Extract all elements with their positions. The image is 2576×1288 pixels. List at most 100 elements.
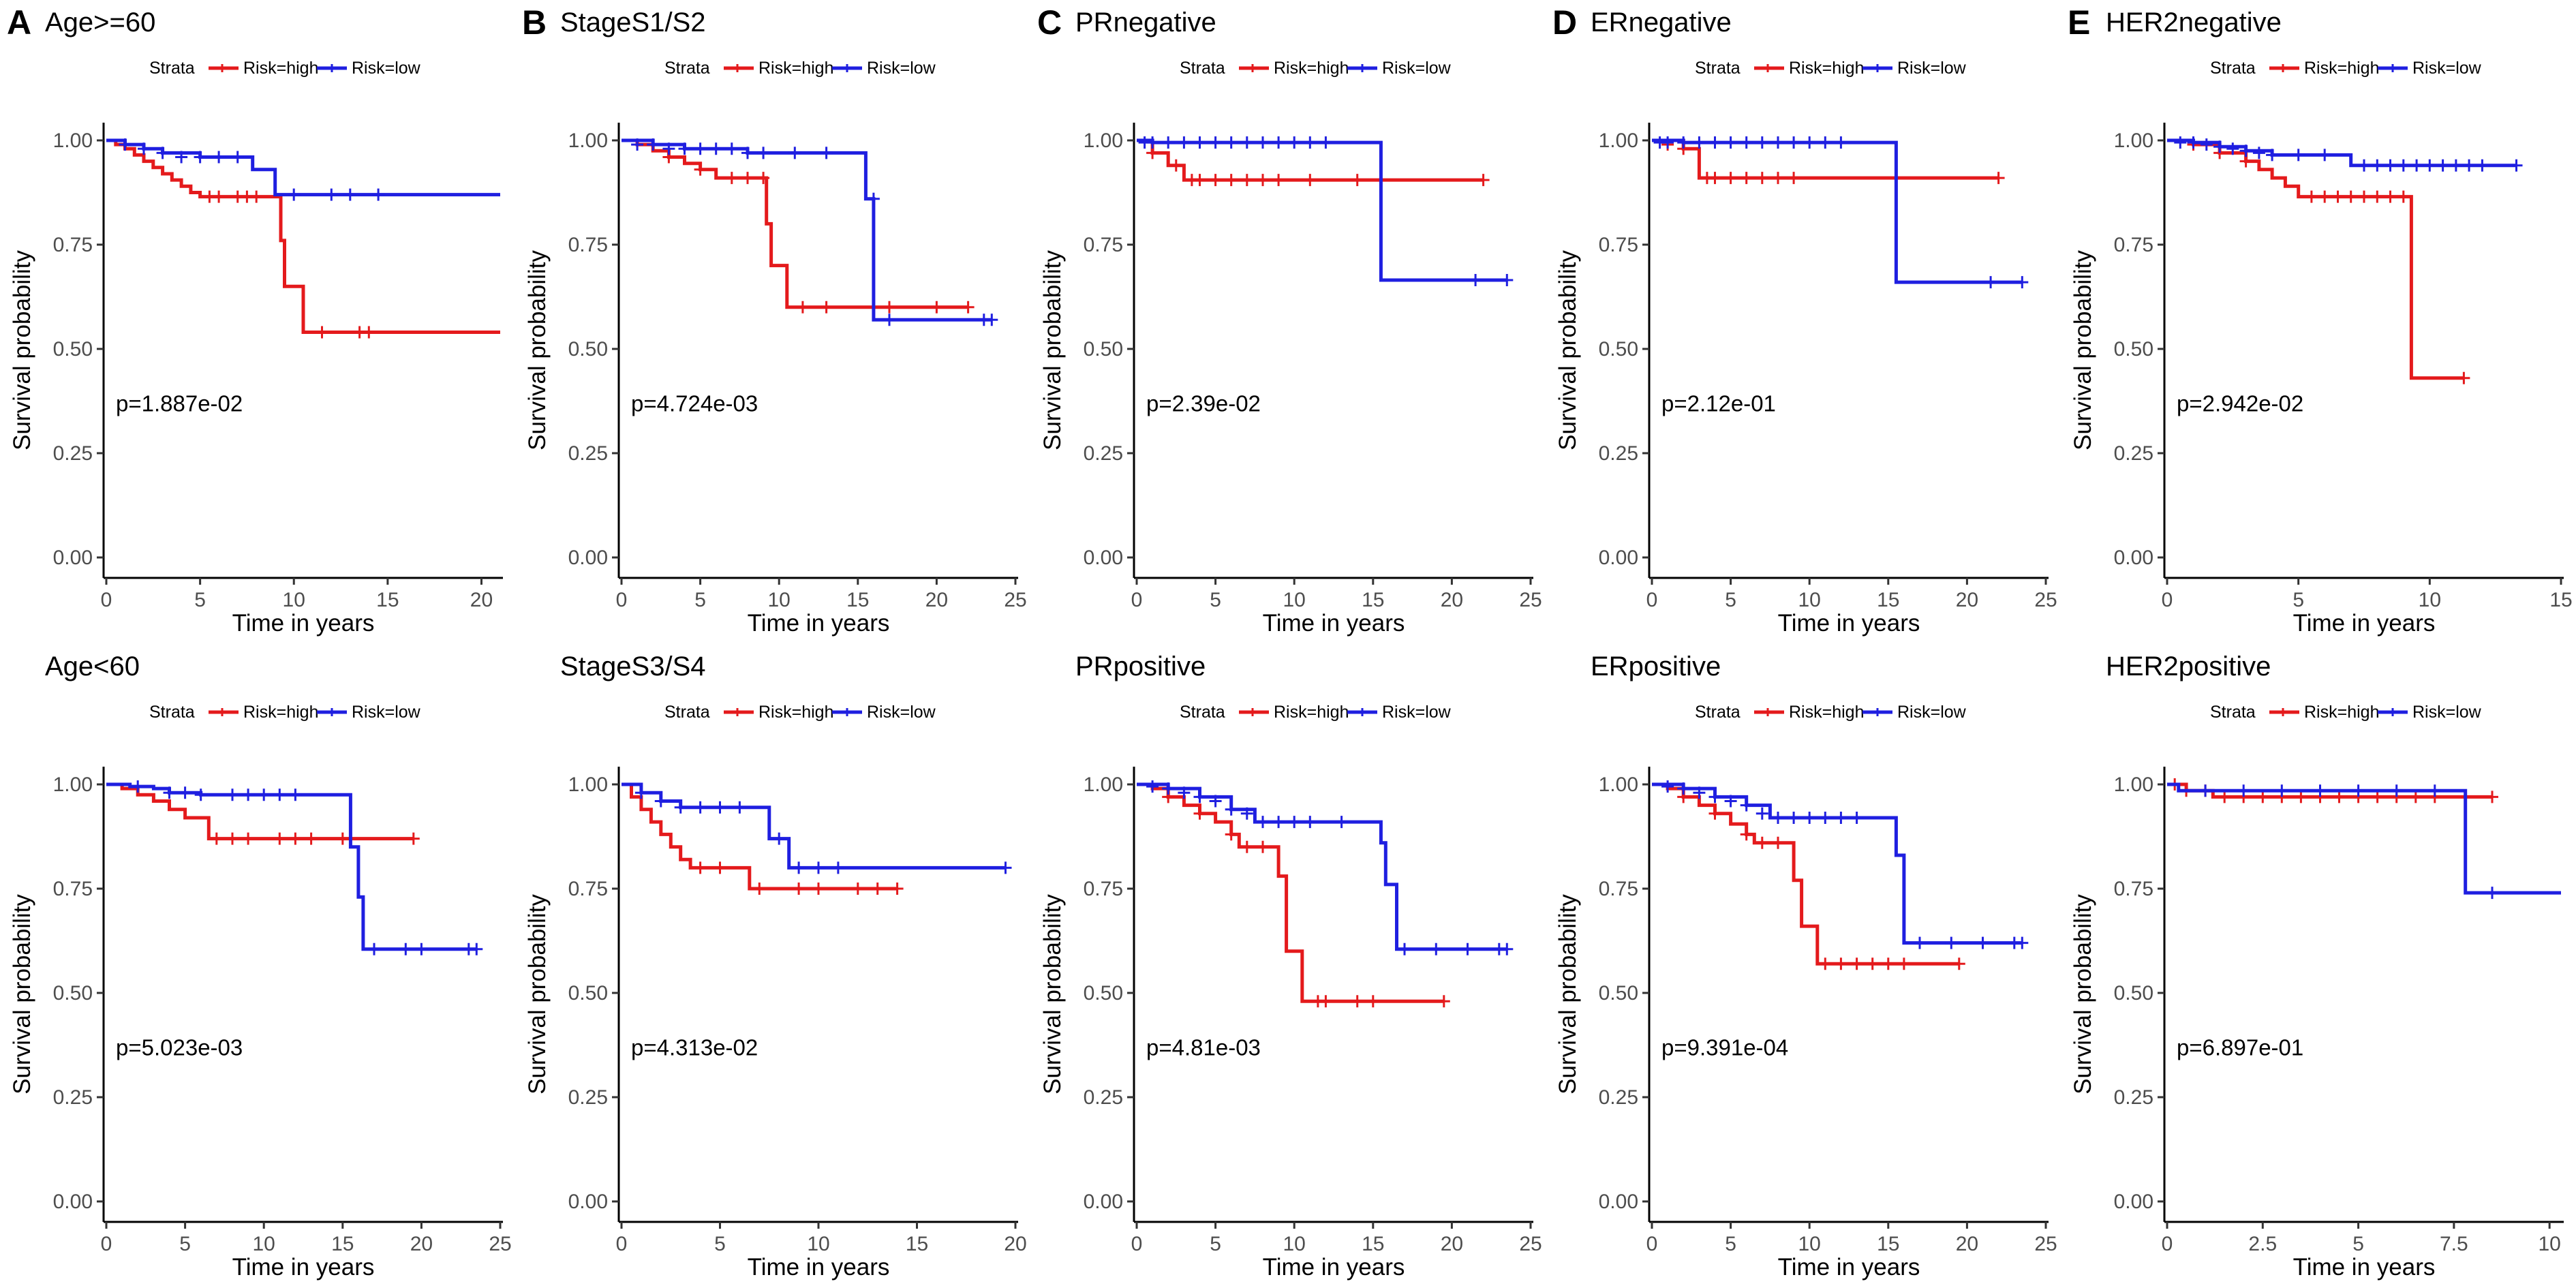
censor-mark-low [2016, 936, 2029, 949]
censor-mark-high [1708, 172, 1721, 185]
x-tick-label: 0 [101, 1233, 112, 1255]
censor-mark-low [1501, 942, 1514, 955]
censor-mark-low [1708, 791, 1721, 803]
censor-mark-high [820, 301, 833, 313]
censor-mark-low [1772, 136, 1784, 149]
legend-high-label: Risk=high [758, 59, 833, 78]
x-tick-label: 20 [1956, 1233, 1978, 1255]
censor-mark-low [1225, 803, 1238, 816]
km-panel-9: E HER2negative Strata Risk=high Risk=low 0.00… [2068, 3, 2573, 637]
censor-mark-high [336, 832, 349, 845]
legend-low-label: Risk=low [867, 59, 936, 78]
panel-title: HER2positive [2106, 651, 2271, 681]
y-tick-label: 0.25 [1599, 1086, 1638, 1109]
panel-letter: E [2068, 3, 2090, 42]
censor-mark-low [289, 788, 302, 801]
x-tick-label: 0 [616, 589, 628, 611]
x-axis-label: Time in years [1778, 1254, 1920, 1281]
censor-mark-low [2174, 136, 2187, 149]
censor-mark-high [891, 883, 904, 895]
censor-mark-low [2200, 138, 2213, 151]
censor-mark-low [1740, 136, 1753, 149]
y-axis-label: Survival probability [524, 250, 551, 450]
censor-mark-low [714, 801, 726, 814]
censor-mark-low [2358, 159, 2370, 172]
y-tick-label: 1.00 [1084, 773, 1123, 796]
censor-mark-high [2358, 190, 2370, 203]
legend-high-label: Risk=high [2304, 703, 2379, 722]
censor-mark-low [2239, 144, 2252, 157]
legend-low-label: Risk=low [2412, 703, 2482, 722]
x-tick-label: 0 [1131, 589, 1143, 611]
censor-mark-high [1788, 172, 1800, 185]
censor-mark-low [2318, 149, 2331, 162]
censor-mark-low [1146, 780, 1159, 793]
censor-mark-high [226, 832, 239, 845]
censor-mark-high [2371, 190, 2384, 203]
censor-mark-low [2449, 159, 2462, 172]
censor-mark-low [1430, 942, 1443, 955]
censor-mark-low [634, 786, 647, 799]
legend-low-label: Risk=low [1382, 703, 1452, 722]
censor-mark-low [1146, 136, 1159, 149]
km-panel-3: B StageS1/S2 Strata Risk=high Risk=low 0.00 0.… [522, 3, 1027, 637]
x-tick-label: 5 [1725, 589, 1736, 611]
legend-title: Strata [149, 703, 195, 722]
panel-letter: A [7, 3, 31, 42]
y-tick-label: 1.00 [53, 773, 93, 796]
legend-high-cross [218, 64, 226, 72]
y-tick-label: 0.25 [2114, 1086, 2153, 1109]
censor-mark-high [1437, 995, 1450, 1008]
y-tick-label: 0.00 [1599, 547, 1638, 569]
y-tick-label: 0.50 [53, 982, 93, 1005]
censor-mark-low [2463, 159, 2476, 172]
censor-mark-low [1398, 942, 1411, 955]
p-value: p=2.12e-01 [1661, 391, 1776, 416]
y-tick-label: 1.00 [568, 129, 608, 152]
censor-mark-low [399, 942, 412, 955]
legend-high-label: Risk=high [758, 703, 833, 722]
legend-title: Strata [1180, 703, 1225, 722]
legend-low-label: Risk=low [1382, 59, 1452, 78]
censor-mark-low [2314, 784, 2327, 797]
censor-mark-low [2199, 784, 2212, 797]
legend-high-label: Risk=high [1789, 703, 1864, 722]
censor-mark-low [662, 142, 675, 155]
panel-title: Age>=60 [45, 7, 155, 37]
censor-mark-low [1740, 799, 1753, 812]
censor-mark-low [2187, 136, 2200, 149]
censor-mark-high [1708, 807, 1721, 820]
censor-mark-high [741, 172, 754, 185]
censor-mark-low [1461, 942, 1474, 955]
censor-mark-low [2410, 159, 2423, 172]
y-tick-label: 0.50 [1084, 982, 1123, 1005]
legend-title: Strata [1180, 59, 1225, 78]
censor-mark-high [871, 883, 884, 895]
y-tick-label: 0.75 [53, 878, 93, 900]
x-tick-label: 0 [1131, 1233, 1143, 1255]
legend-low-cross [328, 64, 336, 72]
x-tick-label: 10 [1798, 1233, 1821, 1255]
y-tick-label: 0.25 [1084, 442, 1123, 465]
censor-mark-low [2237, 784, 2250, 797]
censor-mark-low [415, 942, 428, 955]
censor-mark-high [1169, 159, 1182, 172]
p-value: p=4.313e-02 [631, 1035, 758, 1060]
x-tick-label: 20 [470, 589, 493, 611]
censor-mark-high [213, 190, 226, 203]
censor-mark-high [1209, 174, 1222, 187]
x-tick-label: 25 [2034, 1233, 2057, 1255]
y-tick-label: 0.50 [2114, 982, 2153, 1005]
censor-mark-low [2510, 159, 2523, 172]
censor-mark-low [674, 801, 687, 814]
x-tick-label: 10 [2538, 1233, 2560, 1255]
censor-mark-high [1882, 957, 1895, 970]
y-tick-label: 0.25 [568, 442, 608, 465]
censor-mark-high [2333, 791, 2346, 803]
legend-title: Strata [2210, 703, 2256, 722]
censor-mark-high [1319, 995, 1332, 1008]
legend-title: Strata [149, 59, 195, 78]
censor-mark-high [2239, 155, 2252, 168]
y-tick-label: 0.00 [53, 1191, 93, 1213]
censor-mark-low [179, 786, 191, 799]
